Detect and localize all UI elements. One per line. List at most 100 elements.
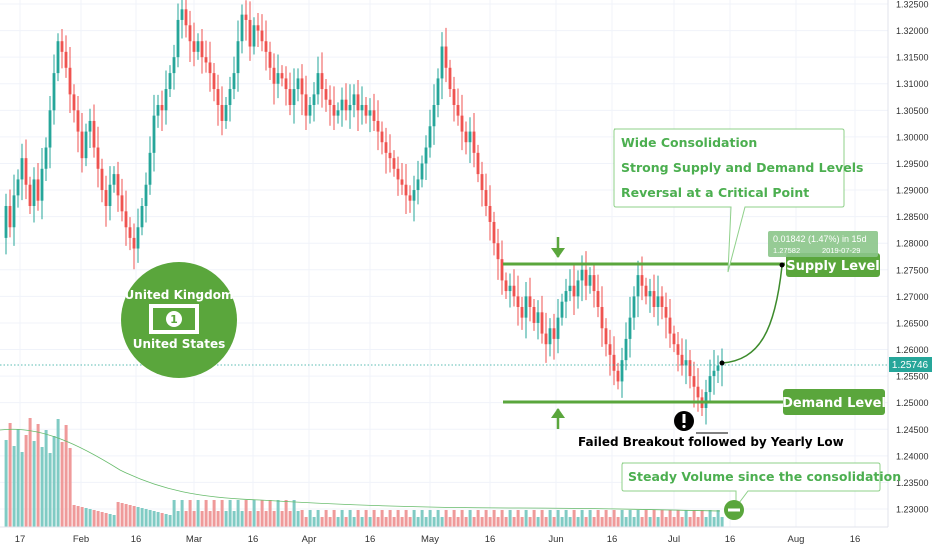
candle-body [572, 285, 576, 297]
candle-body [412, 190, 416, 201]
candle-body [284, 78, 288, 90]
volume-bar [720, 517, 724, 527]
volume-bar [172, 500, 176, 527]
measure-badge [768, 231, 878, 257]
candle-body [92, 120, 96, 148]
volume-bar [152, 511, 156, 527]
volume-bar [192, 511, 196, 527]
volume-bar [200, 511, 204, 527]
projection-end-point [779, 262, 785, 268]
volume-bar [64, 425, 68, 527]
candle-body [328, 99, 332, 105]
candle-body [8, 206, 12, 228]
volume-bar [552, 517, 556, 527]
volume-bar [268, 500, 272, 527]
candle-body [488, 206, 492, 222]
candle-body [456, 105, 460, 116]
time-tick-label: Jun [548, 534, 563, 545]
candle-body [468, 131, 472, 143]
volume-bar [272, 511, 276, 527]
candle-body [676, 344, 680, 355]
volume-bar [656, 517, 660, 527]
volume-bar [616, 517, 620, 527]
candle-body [52, 73, 56, 111]
volume-bar [412, 510, 416, 527]
volume-bar [196, 500, 200, 527]
candle-body [704, 392, 708, 408]
candle-body [204, 57, 208, 63]
candle-body [696, 386, 700, 398]
candle-body [632, 296, 636, 318]
candle-body [592, 275, 596, 292]
volume-bar [276, 500, 280, 527]
volume-bar [700, 510, 704, 527]
volume-bar [340, 510, 344, 527]
candle-body [80, 131, 84, 159]
candle-body [560, 301, 564, 318]
volume-bar [164, 514, 168, 527]
volume-bar [444, 510, 448, 527]
callout-line-1: Wide Consolidation [621, 135, 757, 150]
volume-bar [52, 436, 56, 527]
candle-body [156, 105, 160, 116]
candle-body [540, 312, 544, 334]
volume-bar [336, 517, 340, 527]
candle-body [32, 179, 36, 206]
candle-body [504, 280, 508, 292]
price-tick-label: 1.24500 [896, 425, 929, 435]
candle-body [276, 73, 280, 84]
price-tick-label: 1.31500 [896, 53, 929, 63]
candle-body [336, 110, 340, 116]
candle-body [224, 105, 228, 121]
volume-bar [216, 511, 220, 527]
volume-bar [716, 510, 720, 527]
candle-body [664, 307, 668, 318]
candle-body [444, 46, 448, 68]
candle-body [624, 338, 628, 361]
candle-body [44, 147, 48, 169]
volume-bar [468, 510, 472, 527]
price-tick-label: 1.23500 [896, 478, 929, 488]
candle-body [212, 73, 216, 90]
volume-bar [320, 517, 324, 527]
currency-badge: United Kingdom 1 United States [121, 262, 237, 378]
price-tick-label: 1.26500 [896, 318, 929, 328]
price-tick-label: 1.32000 [896, 26, 929, 36]
price-tick-label: 1.27000 [896, 292, 929, 302]
volume-bar [364, 510, 368, 527]
candle-body [672, 333, 676, 345]
candle-body [300, 78, 304, 95]
candle-body [616, 370, 620, 382]
candle-body [232, 73, 236, 90]
volume-bar [600, 517, 604, 527]
candle-body [180, 9, 184, 20]
volume-bar [636, 510, 640, 527]
volume-bars [0, 418, 724, 527]
volume-bar [316, 510, 320, 527]
candle-body [680, 354, 684, 366]
candle-body [448, 67, 452, 90]
candle-body [404, 184, 408, 196]
volume-bar [604, 510, 608, 527]
volume-bar [244, 500, 248, 527]
volume-bar [560, 517, 564, 527]
volume-bar [132, 506, 136, 527]
down-arrow-icon [551, 237, 565, 258]
dollar-bill-icon: 1 [149, 304, 199, 334]
volume-bar [156, 512, 160, 527]
volume-bar [416, 517, 420, 527]
candle-body [392, 158, 396, 169]
volume-bar [504, 517, 508, 527]
volume-bar [688, 517, 692, 527]
volume-bar [292, 500, 296, 527]
volume-bar [460, 510, 464, 527]
volume-bar [248, 511, 252, 527]
volume-bar [264, 511, 268, 527]
volume-bar [484, 510, 488, 527]
volume-bar [692, 510, 696, 527]
candle-body [688, 360, 692, 377]
candle-body [16, 179, 20, 196]
minus-circle-icon [724, 500, 744, 520]
volume-bar [344, 517, 348, 527]
